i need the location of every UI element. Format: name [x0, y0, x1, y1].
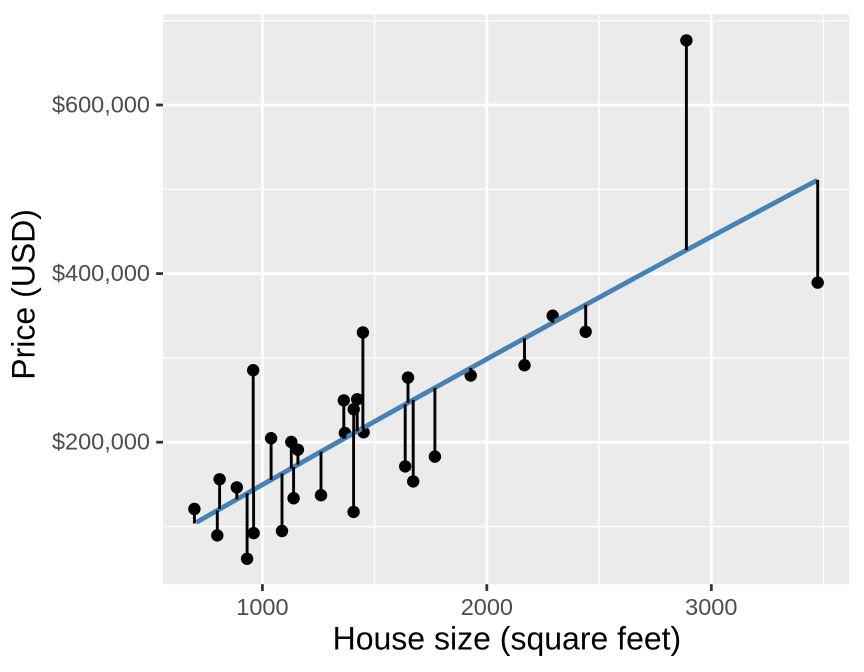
svg-text:$200,000: $200,000 — [52, 429, 150, 455]
svg-text:2000: 2000 — [461, 594, 513, 620]
svg-text:House size (square feet): House size (square feet) — [333, 621, 682, 657]
svg-text:3000: 3000 — [685, 594, 737, 620]
svg-text:$400,000: $400,000 — [52, 260, 150, 286]
svg-text:1000: 1000 — [236, 594, 288, 620]
svg-text:$600,000: $600,000 — [52, 91, 150, 117]
svg-text:Price (USD): Price (USD) — [5, 209, 41, 380]
